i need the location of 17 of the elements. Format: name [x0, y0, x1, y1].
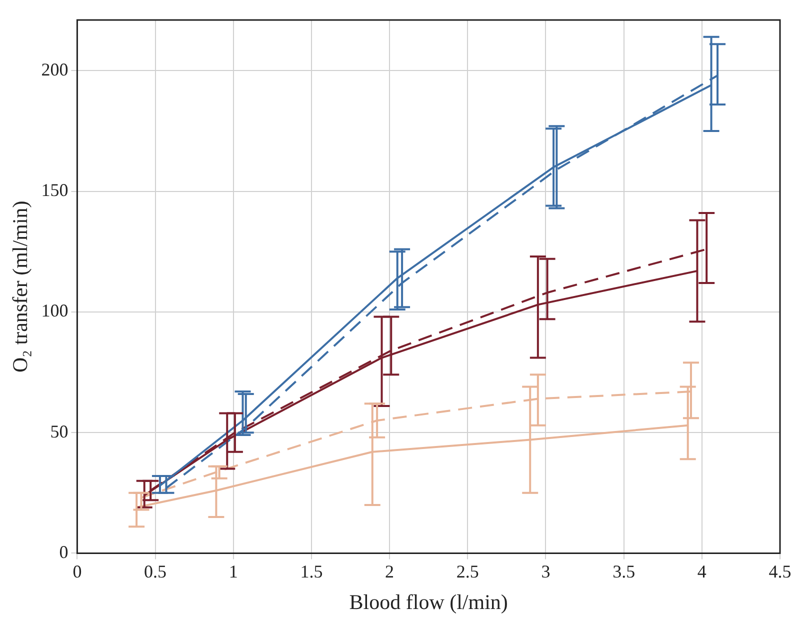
- y-tick-label: 50: [50, 421, 68, 442]
- x-tick-label: 1.5: [300, 562, 323, 582]
- x-tick-label: 0: [72, 562, 82, 582]
- x-tick-label: 1: [228, 562, 238, 582]
- x-tick-label: 3: [541, 562, 550, 582]
- x-tick-label: 2.5: [456, 562, 479, 582]
- x-tick-label: 4.5: [768, 562, 792, 582]
- x-tick-label: 3.5: [612, 562, 636, 582]
- y-tick-label: 200: [41, 59, 68, 80]
- x-axis-title: Blood flow (l/min): [349, 590, 508, 614]
- x-tick-label: 2: [385, 562, 394, 582]
- y-tick-label: 100: [41, 300, 68, 321]
- x-tick-label: 0.5: [144, 562, 167, 582]
- y-tick-label: 0: [59, 542, 68, 562]
- y-tick-label: 150: [41, 180, 68, 200]
- y-axis-title: O₂ transfer (ml/min): [8, 200, 32, 372]
- x-tick-label: 4: [697, 562, 706, 582]
